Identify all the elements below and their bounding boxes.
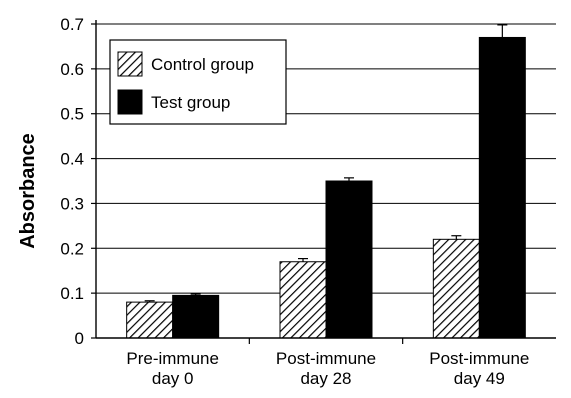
legend-label-test: Test group (151, 93, 230, 112)
legend: Control group Test group (109, 39, 287, 125)
y-tick-label: 0 (75, 329, 84, 348)
bar-test (325, 180, 373, 339)
y-tick-label: 0.5 (60, 105, 84, 124)
y-tick-label: 0.2 (60, 239, 84, 258)
bar-control (432, 238, 480, 339)
x-category-label: Post-immune day 28 (276, 349, 376, 388)
bar-test (478, 36, 526, 339)
y-tick-label: 0.4 (60, 150, 84, 169)
bar-control (279, 261, 327, 339)
legend-label-control: Control group (151, 55, 254, 74)
y-tick-label: 0.7 (60, 15, 84, 34)
x-category-label: Pre-immune day 0 (126, 349, 219, 388)
x-category-label: Post-immune day 49 (429, 349, 529, 388)
bars (126, 24, 526, 339)
tick-labels: 0 0.1 0.2 0.3 0.4 0.5 0.6 0.7 Pre-immune day 0 Pos… (60, 15, 529, 388)
y-tick-label: 0.1 (60, 284, 84, 303)
y-axis-title: Absorbance (17, 133, 39, 249)
legend-swatch-test (117, 89, 143, 115)
axes (91, 20, 556, 344)
legend-swatch-control (117, 51, 143, 77)
bar-test (172, 294, 220, 339)
y-tick-label: 0.3 (60, 194, 84, 213)
y-tick-label: 0.6 (60, 60, 84, 79)
bar-control (126, 301, 174, 339)
